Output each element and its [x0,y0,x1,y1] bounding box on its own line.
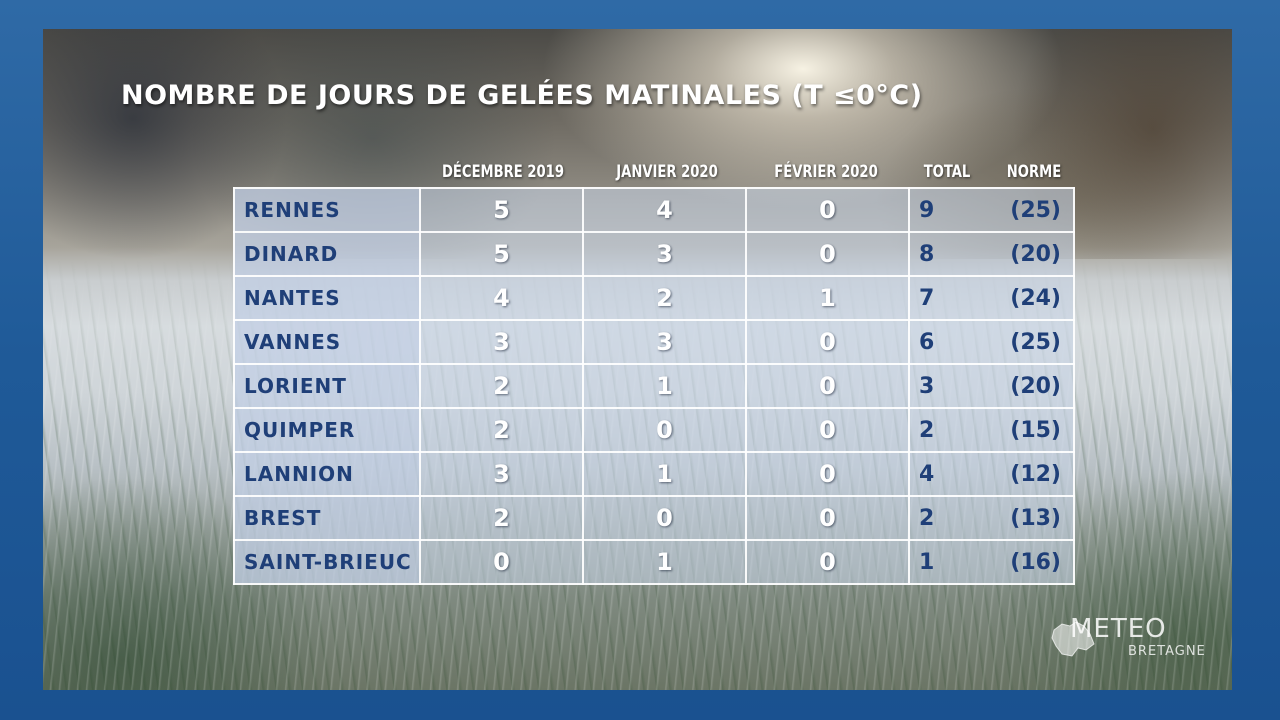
city-cell: DINARD [233,231,421,277]
february-cell: 0 [745,539,910,585]
january-cell: 0 [582,407,747,453]
total-cell: 3 [908,363,985,409]
december-cell: 5 [419,231,584,277]
table-row: LANNION 3 1 0 4 (12) [233,451,1075,497]
meteo-bretagne-logo: METEO BRETAGNE [1050,612,1205,668]
logo-subtext: BRETAGNE [1128,644,1206,659]
february-cell: 0 [745,407,910,453]
norme-cell: (24) [985,275,1075,321]
table-row: SAINT-BRIEUC 0 1 0 1 (16) [233,539,1075,585]
column-header-janvier: JANVIER 2020 [616,162,718,182]
february-cell: 0 [745,363,910,409]
december-cell: 4 [419,275,584,321]
column-header-fevrier: FÉVRIER 2020 [774,162,878,182]
city-cell: LORIENT [233,363,421,409]
december-cell: 3 [419,451,584,497]
norme-cell: (13) [985,495,1075,541]
norme-cell: (15) [985,407,1075,453]
december-cell: 5 [419,187,584,233]
city-cell: NANTES [233,275,421,321]
february-cell: 0 [745,231,910,277]
total-cell: 4 [908,451,985,497]
norme-cell: (12) [985,451,1075,497]
city-cell: SAINT-BRIEUC [233,539,421,585]
table-row: BREST 2 0 0 2 (13) [233,495,1075,541]
column-header-decembre: DÉCEMBRE 2019 [442,162,564,182]
february-cell: 0 [745,495,910,541]
february-cell: 0 [745,319,910,365]
norme-cell: (25) [985,319,1075,365]
january-cell: 2 [582,275,747,321]
total-cell: 9 [908,187,985,233]
frost-days-table: RENNES 5 4 0 9 (25) DINARD 5 3 0 8 (20) NANTES 4 2 1 7 (2… [233,187,1075,585]
total-cell: 1 [908,539,985,585]
february-cell: 1 [745,275,910,321]
january-cell: 0 [582,495,747,541]
total-cell: 2 [908,407,985,453]
december-cell: 2 [419,407,584,453]
table-row: NANTES 4 2 1 7 (24) [233,275,1075,321]
january-cell: 1 [582,451,747,497]
february-cell: 0 [745,187,910,233]
total-cell: 6 [908,319,985,365]
december-cell: 2 [419,363,584,409]
city-cell: VANNES [233,319,421,365]
february-cell: 0 [745,451,910,497]
january-cell: 1 [582,363,747,409]
city-cell: QUIMPER [233,407,421,453]
norme-cell: (20) [985,231,1075,277]
january-cell: 3 [582,319,747,365]
norme-cell: (25) [985,187,1075,233]
december-cell: 2 [419,495,584,541]
total-cell: 8 [908,231,985,277]
table-body: RENNES 5 4 0 9 (25) DINARD 5 3 0 8 (20) NANTES 4 2 1 7 (2… [233,187,1075,585]
december-cell: 3 [419,319,584,365]
city-cell: BREST [233,495,421,541]
january-cell: 3 [582,231,747,277]
city-cell: LANNION [233,451,421,497]
city-cell: RENNES [233,187,421,233]
table-row: RENNES 5 4 0 9 (25) [233,187,1075,233]
logo-text: METEO [1070,614,1167,644]
january-cell: 1 [582,539,747,585]
table-row: VANNES 3 3 0 6 (25) [233,319,1075,365]
chart-title: NOMBRE DE JOURS DE GELÉES MATINALES (T ≤… [121,80,923,111]
column-header-norme: NORME [1006,162,1062,182]
total-cell: 7 [908,275,985,321]
december-cell: 0 [419,539,584,585]
table-row: DINARD 5 3 0 8 (20) [233,231,1075,277]
total-cell: 2 [908,495,985,541]
table-row: QUIMPER 2 0 0 2 (15) [233,407,1075,453]
norme-cell: (20) [985,363,1075,409]
data-table: RENNES 5 4 0 9 (25) DINARD 5 3 0 8 (20) NANTES 4 2 1 7 (2… [233,187,1075,585]
column-header-total: TOTAL [923,162,971,182]
norme-cell: (16) [985,539,1075,585]
table-row: LORIENT 2 1 0 3 (20) [233,363,1075,409]
january-cell: 4 [582,187,747,233]
bretagne-map-icon [1051,621,1095,657]
